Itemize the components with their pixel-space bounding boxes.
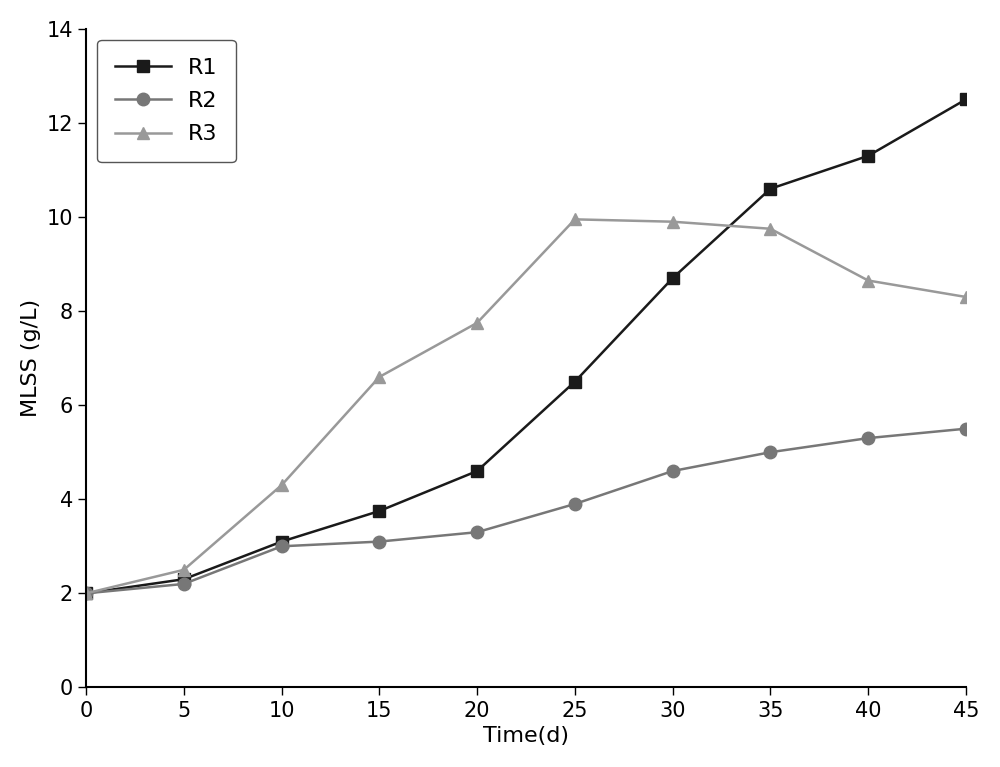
R3	[276, 481, 288, 490]
R2	[80, 589, 92, 598]
R2	[569, 499, 581, 509]
R1	[373, 506, 385, 515]
R1	[764, 184, 776, 193]
R2	[471, 528, 483, 537]
R1	[960, 95, 972, 104]
R3	[862, 276, 874, 285]
R1	[276, 537, 288, 546]
Line: R1: R1	[80, 93, 972, 600]
R3	[471, 318, 483, 328]
R3	[569, 215, 581, 224]
R3	[960, 292, 972, 301]
R2	[667, 466, 679, 476]
R2	[960, 424, 972, 433]
R1	[667, 274, 679, 283]
R2	[764, 448, 776, 457]
R1	[569, 377, 581, 387]
R2	[862, 433, 874, 443]
Y-axis label: MLSS (g/L): MLSS (g/L)	[21, 299, 41, 417]
R2	[178, 579, 190, 588]
Line: R2: R2	[80, 423, 972, 600]
R2	[373, 537, 385, 546]
Legend: R1, R2, R3: R1, R2, R3	[97, 40, 236, 162]
R1	[862, 151, 874, 160]
R3	[178, 565, 190, 574]
R3	[667, 217, 679, 226]
R3	[764, 224, 776, 233]
R3	[80, 589, 92, 598]
R2	[276, 542, 288, 551]
R1	[178, 574, 190, 584]
R1	[471, 466, 483, 476]
R3	[373, 372, 385, 381]
Line: R3: R3	[80, 213, 972, 600]
R1	[80, 589, 92, 598]
X-axis label: Time(d): Time(d)	[483, 726, 569, 746]
